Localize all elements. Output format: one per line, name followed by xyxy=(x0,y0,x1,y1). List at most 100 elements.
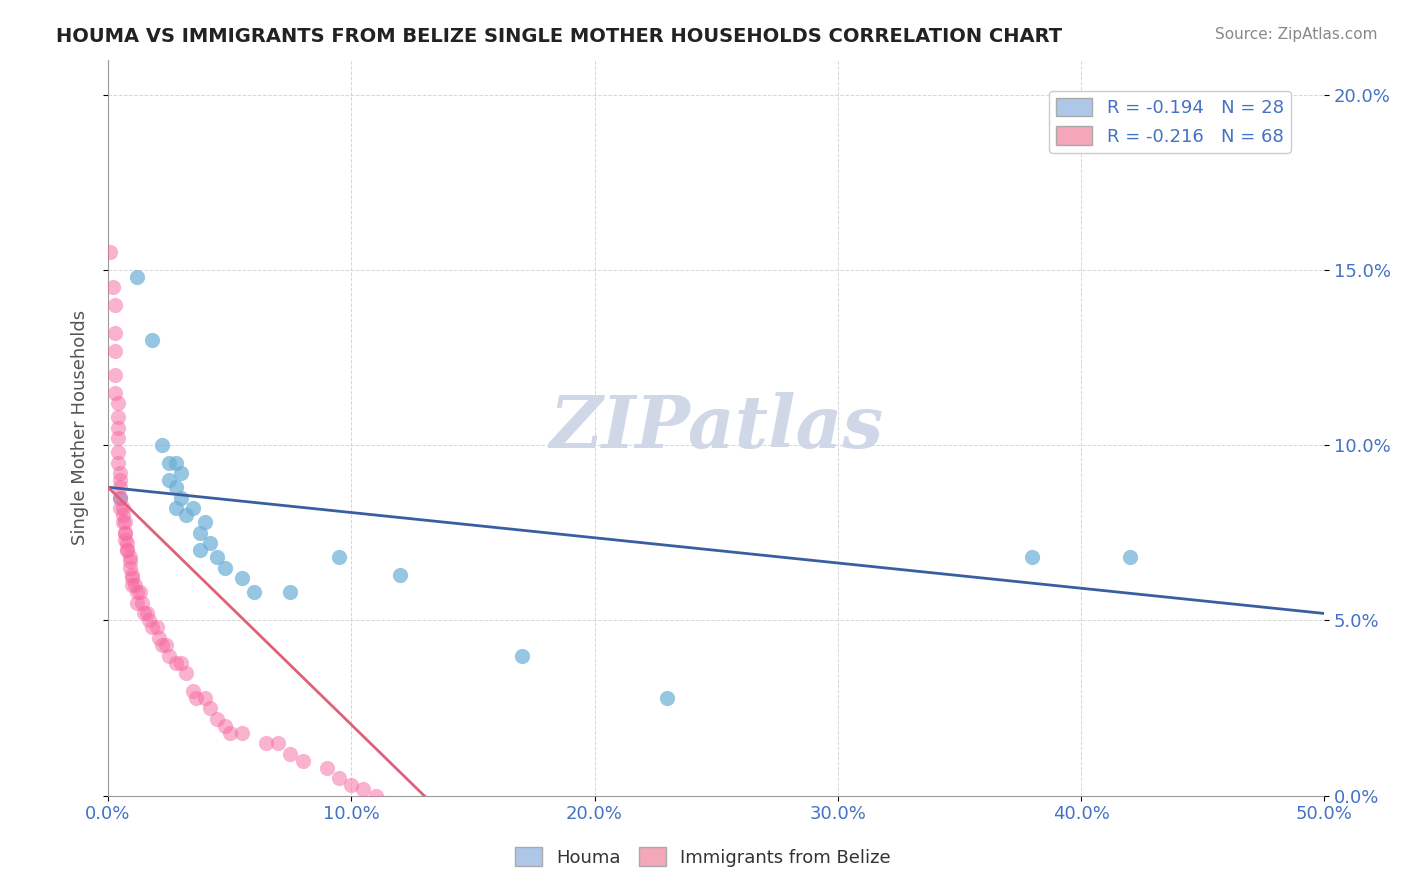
Point xyxy=(194,690,217,705)
Text: HOUMA VS IMMIGRANTS FROM BELIZE SINGLE MOTHER HOUSEHOLDS CORRELATION CHART: HOUMA VS IMMIGRANTS FROM BELIZE SINGLE M… xyxy=(56,27,1063,45)
Point xyxy=(280,585,302,599)
Point xyxy=(127,269,149,284)
Point xyxy=(291,754,314,768)
Point xyxy=(1021,550,1043,565)
Point xyxy=(127,585,149,599)
Point xyxy=(107,456,129,470)
Point xyxy=(267,736,290,750)
Point xyxy=(214,561,236,575)
Point xyxy=(388,568,411,582)
Point xyxy=(108,480,131,494)
Point xyxy=(107,431,129,445)
Point xyxy=(145,620,167,634)
Point xyxy=(243,585,266,599)
Point xyxy=(111,508,134,523)
Text: Source: ZipAtlas.com: Source: ZipAtlas.com xyxy=(1215,27,1378,42)
Point xyxy=(138,614,160,628)
Point xyxy=(117,536,139,550)
Point xyxy=(190,543,212,558)
Point xyxy=(141,333,163,347)
Point xyxy=(114,525,136,540)
Y-axis label: Single Mother Households: Single Mother Households xyxy=(72,310,89,545)
Point xyxy=(280,747,302,761)
Point xyxy=(114,533,136,547)
Point xyxy=(108,491,131,505)
Point xyxy=(114,516,136,530)
Point xyxy=(141,620,163,634)
Point xyxy=(165,501,187,516)
Point xyxy=(118,554,141,568)
Point xyxy=(316,761,339,775)
Point xyxy=(135,607,157,621)
Point xyxy=(108,467,131,481)
Point xyxy=(111,501,134,516)
Point xyxy=(170,467,193,481)
Point xyxy=(117,543,139,558)
Point xyxy=(104,343,127,358)
Point xyxy=(118,550,141,565)
Point xyxy=(111,516,134,530)
Point xyxy=(165,656,187,670)
Point xyxy=(107,445,129,459)
Point xyxy=(101,280,124,294)
Point xyxy=(157,456,180,470)
Point xyxy=(510,648,533,663)
Point xyxy=(104,385,127,400)
Point xyxy=(131,596,153,610)
Point xyxy=(108,501,131,516)
Point xyxy=(108,473,131,487)
Point xyxy=(114,525,136,540)
Point xyxy=(170,491,193,505)
Text: ZIPatlas: ZIPatlas xyxy=(550,392,883,463)
Point xyxy=(117,543,139,558)
Point xyxy=(104,298,127,312)
Point xyxy=(100,245,122,260)
Point xyxy=(104,326,127,340)
Point xyxy=(148,631,170,645)
Point xyxy=(127,596,149,610)
Point xyxy=(124,578,146,592)
Point xyxy=(121,568,143,582)
Point xyxy=(165,456,187,470)
Point xyxy=(198,701,221,715)
Point xyxy=(104,368,127,383)
Legend: R = -0.194   N = 28, R = -0.216   N = 68: R = -0.194 N = 28, R = -0.216 N = 68 xyxy=(1049,91,1291,153)
Point xyxy=(165,480,187,494)
Point xyxy=(107,396,129,410)
Point xyxy=(340,778,363,792)
Point xyxy=(174,508,197,523)
Point xyxy=(328,550,350,565)
Point xyxy=(107,410,129,425)
Point xyxy=(128,585,150,599)
Point xyxy=(170,656,193,670)
Point xyxy=(231,725,253,739)
Point xyxy=(107,420,129,434)
Point xyxy=(184,690,207,705)
Point xyxy=(328,771,350,785)
Point xyxy=(254,736,277,750)
Point xyxy=(155,638,177,652)
Point xyxy=(364,789,387,803)
Point xyxy=(150,438,173,452)
Point xyxy=(207,712,229,726)
Point xyxy=(108,491,131,505)
Point xyxy=(214,719,236,733)
Point xyxy=(121,578,143,592)
Point xyxy=(150,638,173,652)
Point xyxy=(198,536,221,550)
Point xyxy=(207,550,229,565)
Point xyxy=(134,607,156,621)
Point xyxy=(181,501,204,516)
Point xyxy=(181,683,204,698)
Point xyxy=(1118,550,1140,565)
Point xyxy=(352,781,374,796)
Point xyxy=(157,648,180,663)
Point xyxy=(157,473,180,487)
Point xyxy=(118,561,141,575)
Legend: Houma, Immigrants from Belize: Houma, Immigrants from Belize xyxy=(508,840,898,874)
Point xyxy=(121,571,143,585)
Point xyxy=(218,725,240,739)
Point xyxy=(231,571,253,585)
Point xyxy=(657,690,679,705)
Point xyxy=(190,525,212,540)
